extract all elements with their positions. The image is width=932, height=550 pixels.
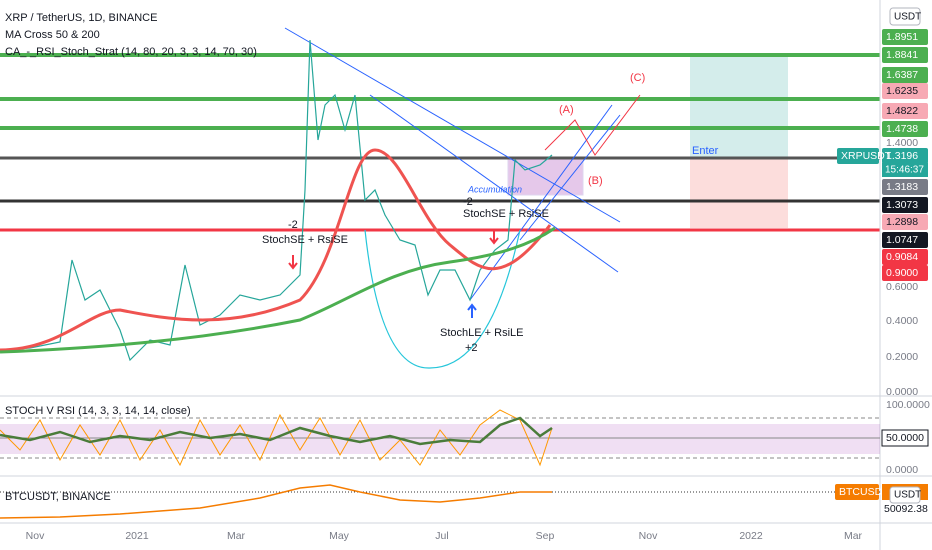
countdown-bg <box>882 163 928 177</box>
buy-arrow <box>467 303 477 318</box>
ma-50 <box>0 148 552 352</box>
countdown: 15:46:37 <box>885 165 924 176</box>
rsi-band <box>0 424 880 454</box>
price-label: 1.0747 <box>886 234 918 246</box>
btc-symbol-bg <box>835 484 879 500</box>
sell-arrow <box>489 230 499 245</box>
annotation: (A) <box>559 104 574 116</box>
btc-currency: USDT <box>894 490 921 501</box>
price-label: 1.4738 <box>886 123 918 135</box>
rsi-line <box>0 416 553 446</box>
price-label-bg <box>882 265 928 281</box>
levels <box>0 53 880 232</box>
ma-200 <box>0 226 556 354</box>
price-label: 0.6000 <box>886 281 918 293</box>
price-label: 1.3183 <box>886 181 918 193</box>
time-label: 2021 <box>125 530 149 542</box>
cup-arc <box>364 229 521 369</box>
time-label: Jul <box>435 530 448 542</box>
price-label: 1.3196 <box>886 150 918 162</box>
price-label: 1.3073 <box>886 199 918 211</box>
annotation: Accumulation <box>467 184 522 194</box>
price-label-bg <box>882 214 928 230</box>
accumulation-box <box>507 156 584 196</box>
stop-zone <box>690 158 788 228</box>
signal-label: StochLE + RsiLE <box>440 327 523 339</box>
time-label: Nov <box>26 530 45 542</box>
currency: USDT <box>894 12 921 23</box>
sell-arrow <box>288 255 298 270</box>
price-label: 0.4000 <box>886 315 918 327</box>
panel-title: BTCUSDT, BINANCE <box>5 491 111 503</box>
signal-count: -2 <box>463 196 473 208</box>
trend-line <box>519 114 621 241</box>
annotation: (B) <box>588 175 603 187</box>
indicator-label: MA Cross 50 & 200 <box>5 29 100 41</box>
symbol-label: XRPUSDT <box>841 150 892 162</box>
trend-line <box>369 94 619 273</box>
annotation: Enter <box>692 145 719 157</box>
price-label: 1.8951 <box>886 31 918 43</box>
price-label: 0.0000 <box>886 386 918 398</box>
stoch-line <box>0 409 553 467</box>
price-label: 1.4822 <box>886 105 918 117</box>
price-label-bg <box>882 249 928 265</box>
rsi-label: 0.0000 <box>886 464 918 476</box>
time-label: Mar <box>844 530 863 542</box>
price-label-bg <box>882 103 928 119</box>
price-label: 1.4000 <box>886 137 918 149</box>
price-label: 1.6235 <box>886 85 918 97</box>
price-label-bg <box>882 83 928 99</box>
price-label-bg <box>882 197 928 213</box>
time-label: May <box>329 530 350 542</box>
price-label: 0.9084 <box>886 251 918 263</box>
btc-currency-box <box>889 486 921 504</box>
price-label-bg <box>882 29 928 45</box>
projection <box>544 94 641 156</box>
price-label-bg <box>882 179 928 195</box>
currency-box <box>889 7 921 26</box>
time-label: 2022 <box>739 530 763 542</box>
rsi-label: 100.0000 <box>886 399 930 411</box>
time-label: Sep <box>536 530 555 542</box>
price-label-bg <box>882 47 928 63</box>
target-zone <box>690 55 788 158</box>
time-label: Nov <box>639 530 658 542</box>
price-label-bg <box>882 121 928 137</box>
btc-price: 50092.38 <box>884 503 928 515</box>
price-label-bg <box>882 67 928 83</box>
time-label: Mar <box>227 530 246 542</box>
symbol-label-bg <box>837 148 879 164</box>
chart-title: XRP / TetherUS, 1D, BINANCE <box>5 12 157 24</box>
indicator-label: CA_-_RSI_Stoch_Strat (14, 80, 20, 3, 3, … <box>5 46 257 58</box>
price-label: 0.9000 <box>886 267 918 279</box>
price-label: 1.2898 <box>886 216 918 228</box>
price-label: 1.6387 <box>886 69 918 81</box>
annotation: (C) <box>630 72 645 84</box>
btc-line <box>0 484 552 519</box>
rsi-label: 50.0000 <box>886 432 924 444</box>
btc-symbol: BTCUSDT <box>839 486 889 498</box>
price-label-bg <box>882 232 928 248</box>
signal-label: StochSE + RsiSE <box>463 208 549 220</box>
price-label-bg <box>882 148 928 164</box>
price-label: 0.2000 <box>886 351 918 363</box>
signal-count: -2 <box>288 219 298 231</box>
signal-label: StochSE + RsiSE <box>262 234 348 246</box>
price-label: 1.8841 <box>886 49 918 61</box>
signal-count: +2 <box>465 342 478 354</box>
panel-title: STOCH V RSI (14, 3, 3, 14, 14, close) <box>5 405 191 417</box>
trend-line <box>284 27 621 223</box>
rsi-label-box <box>881 429 929 447</box>
